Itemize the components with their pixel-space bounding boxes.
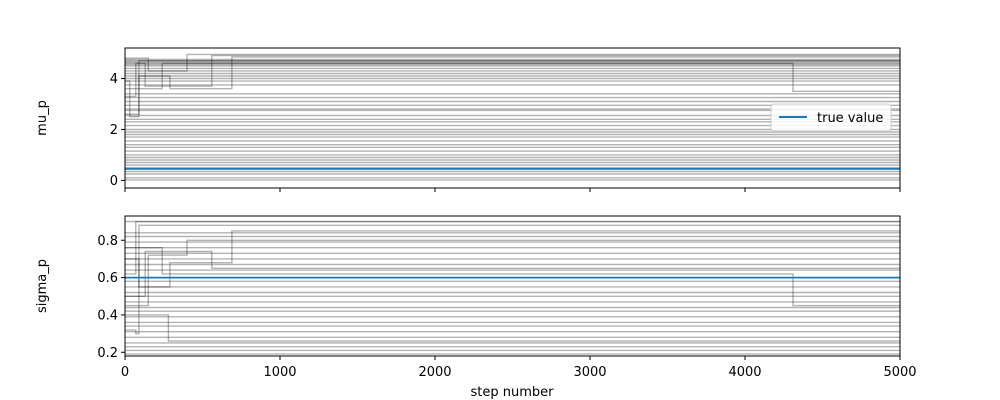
mu-p-y-tick-label: 0 — [110, 174, 118, 189]
sigma-p-axes-frame — [124, 215, 901, 357]
sigma-p-y-tick-label: 0.4 — [97, 308, 118, 323]
sigma-p-walker-trace — [125, 224, 900, 335]
mu-p-y-tick-label: 2 — [110, 123, 118, 138]
sigma-p-y-tick-label: 0.8 — [97, 234, 118, 249]
sigma-p-y-ticks: 0.2 0.4 0.6 0.8 — [97, 234, 125, 361]
mu-p-walker-trace — [125, 54, 900, 87]
sigma-p-axes: 0.2 0.4 0.6 0.8 0 1000 2000 3000 4000 5000 sigma… — [35, 215, 917, 400]
mu-p-y-axis-label: mu_p — [35, 100, 50, 136]
sigma-p-walker-trace — [125, 220, 900, 275]
sigma-p-x-tick-label: 1000 — [263, 365, 296, 380]
mu-p-y-tick-label: 4 — [110, 72, 118, 87]
mu-p-walker-trace — [125, 60, 900, 118]
mu-p-x-ticks — [124, 188, 901, 192]
mu-p-walker-trace — [125, 62, 900, 98]
mu-p-walker-trace — [125, 53, 900, 72]
sigma-p-walker-trace — [125, 314, 900, 342]
sigma-p-walker-trace — [125, 239, 900, 307]
mu-p-walker-trace — [125, 62, 900, 92]
sigma-p-walker-trace — [125, 247, 900, 307]
legend: true value — [770, 103, 892, 132]
sigma-p-x-tick-label: 0 — [121, 365, 129, 380]
sigma-p-x-ticks: 0 1000 2000 3000 4000 5000 — [121, 356, 917, 380]
mu-p-walker-trace — [125, 56, 900, 115]
mu-p-y-ticks: 0 2 4 — [110, 72, 125, 189]
sigma-p-x-tick-label: 2000 — [418, 365, 451, 380]
sigma-p-walker-trace — [125, 250, 900, 297]
sigma-p-x-tick-label: 4000 — [728, 365, 761, 380]
x-axis-label: step number — [471, 385, 555, 400]
sigma-p-y-tick-label: 0.2 — [97, 346, 118, 361]
sigma-p-x-tick-label: 5000 — [883, 365, 916, 380]
mu-p-axes: 0 2 4 mu_p true value — [35, 47, 901, 192]
sigma-p-plot-area — [125, 216, 900, 356]
legend-box — [770, 103, 892, 132]
sigma-p-x-tick-label: 3000 — [573, 365, 606, 380]
mu-p-walker-traces — [125, 53, 900, 181]
sigma-p-walker-traces — [125, 220, 900, 355]
sigma-p-y-axis-label: sigma_p — [35, 259, 50, 313]
sigma-p-walker-trace — [125, 230, 900, 288]
legend-entry-true-value: true value — [817, 111, 883, 126]
sigma-p-y-tick-label: 0.6 — [97, 271, 118, 286]
mu-p-axes-frame — [124, 47, 901, 189]
